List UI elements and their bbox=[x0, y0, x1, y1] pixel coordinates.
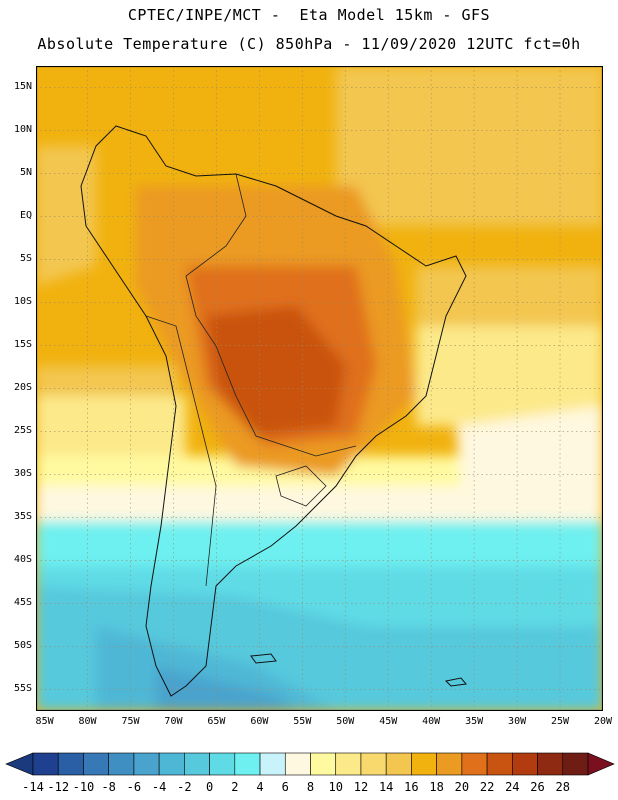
andes-border bbox=[145, 315, 217, 587]
colorbar-swatch bbox=[184, 752, 210, 776]
colorbar-tick-label: 14 bbox=[378, 780, 394, 794]
lon-tick-label: 40W bbox=[422, 716, 441, 727]
colorbar-tick-label: 6 bbox=[281, 780, 289, 794]
lat-tick-label: 50S bbox=[13, 639, 32, 651]
colorbar-tick-label: -2 bbox=[177, 780, 192, 794]
lat-tick-label: 20S bbox=[13, 381, 32, 393]
colorbar-swatch bbox=[209, 752, 236, 776]
lon-tick-label: 45W bbox=[379, 716, 398, 727]
colorbar-swatch bbox=[259, 752, 286, 776]
colorbar-tick-label: 18 bbox=[429, 780, 444, 794]
colorbar-tick-label: -8 bbox=[101, 780, 116, 794]
colorbar-swatch bbox=[335, 752, 362, 776]
colorbar-swatch bbox=[234, 752, 261, 776]
lon-tick-label: 85W bbox=[35, 716, 54, 727]
colorbar-tick-label: -14 bbox=[22, 780, 44, 794]
colorbar-tick-label: 2 bbox=[231, 780, 239, 794]
temperature-map bbox=[35, 65, 604, 712]
colorbar-swatch bbox=[83, 752, 109, 776]
colorbar-swatch bbox=[512, 752, 538, 776]
colorbar-swatch bbox=[436, 752, 463, 776]
colorbar-tick-label: 0 bbox=[205, 780, 214, 794]
lon-tick-label: 55W bbox=[293, 716, 312, 727]
colorbar-under-arrow bbox=[5, 752, 34, 776]
field-pacific-north bbox=[36, 146, 96, 286]
lon-tick-label: 35W bbox=[465, 716, 484, 727]
lat-tick-label: 30S bbox=[13, 467, 32, 479]
colorbar-tick-label: 12 bbox=[353, 780, 369, 794]
field-north-ocean bbox=[336, 66, 603, 226]
lon-tick-label: 80W bbox=[78, 716, 97, 727]
colorbar-tick-label: -10 bbox=[72, 780, 95, 794]
colorbar-tick-label: -6 bbox=[126, 780, 142, 794]
lat-tick-label: 10N bbox=[13, 123, 32, 135]
colorbar-swatch bbox=[537, 752, 564, 776]
title-line-2: Absolute Temperature (C) 850hPa - 11/09/… bbox=[37, 35, 581, 53]
lon-tick-label: 25W bbox=[551, 716, 570, 727]
colorbar-tick-label: 20 bbox=[454, 780, 470, 794]
lat-tick-label: 25S bbox=[13, 424, 32, 436]
south-america-outline bbox=[80, 125, 467, 697]
colorbar-tick-label: -4 bbox=[151, 780, 167, 794]
colorbar-tick-label: 26 bbox=[530, 780, 545, 794]
brazil-border bbox=[185, 173, 357, 457]
field-cold-minus4 bbox=[156, 666, 296, 711]
colorbar-tick-label: 24 bbox=[505, 780, 520, 794]
lat-tick-label: 15S bbox=[13, 338, 32, 350]
lat-tick-label: EQ bbox=[19, 209, 32, 221]
lon-tick-label: 20W bbox=[593, 716, 613, 727]
falkland-islands bbox=[250, 653, 277, 664]
colorbar-tick-label: -12 bbox=[47, 780, 70, 794]
colorbar-swatch bbox=[57, 752, 84, 776]
field-atlantic-14 bbox=[416, 326, 603, 426]
colorbar-swatch bbox=[284, 752, 311, 776]
field-atlantic-front bbox=[456, 406, 603, 536]
lat-tick-label: 35S bbox=[13, 510, 32, 522]
colorbar-tick-label: 4 bbox=[256, 780, 264, 794]
colorbar-swatch bbox=[562, 752, 589, 776]
lat-tick-label: 55S bbox=[13, 682, 32, 694]
colorbar-swatch bbox=[133, 752, 160, 776]
south-georgia bbox=[444, 677, 467, 687]
uruguay-outline bbox=[275, 465, 327, 507]
lat-tick-label: 15N bbox=[13, 80, 32, 92]
colorbar-swatch bbox=[461, 752, 488, 776]
map-canvas bbox=[35, 65, 604, 712]
lat-tick-label: 40S bbox=[13, 553, 32, 565]
field-warm-24 bbox=[206, 306, 346, 436]
colorbar-swatch bbox=[486, 752, 513, 776]
colorbar-swatch bbox=[158, 752, 185, 776]
colorbar bbox=[5, 752, 615, 776]
colorbar-tick-label: 16 bbox=[404, 780, 419, 794]
lon-tick-label: 75W bbox=[121, 716, 140, 727]
lon-tick-label: 65W bbox=[207, 716, 226, 727]
lon-tick-label: 70W bbox=[164, 716, 183, 727]
map-frame bbox=[35, 65, 604, 712]
colorbar-swatch bbox=[108, 752, 135, 776]
colorbar-tick-label: 10 bbox=[328, 780, 343, 794]
lat-tick-label: 5S bbox=[19, 252, 32, 264]
colorbar-swatch bbox=[32, 752, 59, 776]
colorbar-tick-label: 28 bbox=[555, 780, 570, 794]
colorbar-over-arrow bbox=[587, 752, 615, 776]
lat-tick-label: 10S bbox=[13, 295, 32, 307]
colorbar-swatch bbox=[385, 752, 412, 776]
colorbar-swatch bbox=[411, 752, 437, 776]
lon-tick-label: 50W bbox=[336, 716, 355, 727]
lat-tick-label: 5N bbox=[19, 166, 32, 178]
lon-tick-label: 30W bbox=[508, 716, 527, 727]
colorbar-tick-label: 22 bbox=[479, 780, 495, 794]
title-line-1: CPTEC/INPE/MCT - Eta Model 15km - GFS bbox=[127, 6, 491, 24]
colorbar-swatch bbox=[310, 752, 337, 776]
lat-tick-label: 45S bbox=[13, 596, 32, 608]
colorbar-tick-label: 8 bbox=[306, 780, 315, 794]
colorbar-swatch bbox=[360, 752, 387, 776]
lon-tick-label: 60W bbox=[250, 716, 269, 727]
